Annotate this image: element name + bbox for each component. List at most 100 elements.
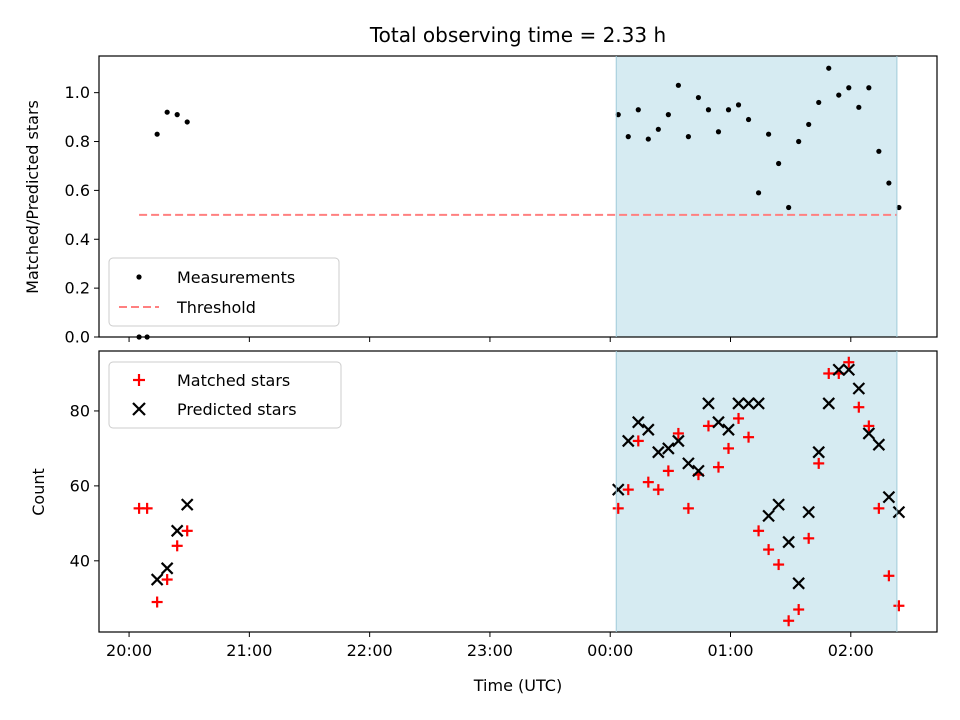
legend-predicted-label: Predicted stars — [177, 400, 297, 419]
measurement-point — [705, 107, 712, 113]
measurement-point — [745, 116, 752, 123]
x-tick-label: 22:00 — [347, 641, 393, 660]
predicted-star-marker — [611, 483, 625, 496]
measurement-point — [645, 136, 651, 142]
predicted-star-marker — [742, 397, 755, 410]
predicted-star-marker — [762, 509, 775, 523]
measurement-point — [846, 85, 852, 91]
matched-star-marker — [783, 615, 795, 627]
predicted-star-marker — [170, 524, 184, 538]
x-tick-label: 02:00 — [828, 641, 874, 660]
predicted-star-marker — [842, 363, 856, 377]
top-y-axis-label: Matched/Predicted stars — [23, 100, 42, 294]
measurement-point — [164, 109, 170, 115]
matched-star-marker — [181, 525, 193, 537]
matched-star-marker — [813, 457, 825, 469]
legend-matched-label: Matched stars — [177, 371, 290, 390]
predicted-star-marker — [652, 445, 665, 459]
measurement-points — [136, 65, 902, 340]
matched-star-marker — [823, 367, 835, 379]
matched-star-marker — [652, 484, 664, 496]
legend-measurements-label: Measurements — [177, 268, 295, 287]
y-tick-label: 1.0 — [65, 83, 90, 102]
legend-threshold-label: Threshold — [176, 298, 256, 317]
measurement-point — [856, 104, 862, 110]
matched-star-marker — [893, 600, 905, 612]
measurement-point — [615, 112, 621, 118]
predicted-star-marker — [752, 397, 765, 410]
predicted-star-marker — [812, 445, 825, 459]
bottom-y-axis-label: Count — [29, 468, 48, 516]
measurement-point — [886, 180, 892, 186]
matched-star-marker — [171, 540, 183, 552]
matched-star-marker — [873, 502, 885, 514]
measurement-point — [866, 85, 872, 91]
y-tick-label: 0.0 — [65, 328, 90, 347]
measurement-point — [755, 190, 762, 196]
bottom-legend: Matched stars Predicted stars — [108, 361, 342, 429]
x-tick-label: 20:00 — [106, 641, 152, 660]
legend-matched-marker — [133, 374, 145, 386]
predicted-star-marker — [832, 363, 846, 377]
predicted-star-marker — [852, 382, 866, 395]
matched-star-marker — [753, 525, 765, 537]
measurement-point — [836, 92, 842, 98]
measurement-point — [655, 126, 661, 132]
bottom-axes-frame — [98, 350, 938, 633]
y-tick-label: 0.8 — [65, 132, 90, 151]
measurement-point — [786, 204, 792, 211]
measurement-point — [735, 102, 742, 108]
measurement-point — [725, 107, 732, 113]
bottom-y-ticks: 40 60 80 — [70, 401, 99, 570]
matched-star-marker — [151, 596, 163, 608]
matched-star-marker — [682, 502, 694, 514]
measurement-point — [776, 160, 782, 167]
matched-star-marker — [672, 427, 684, 439]
measurement-point — [665, 112, 671, 118]
predicted-star-markers — [150, 363, 906, 590]
bottom-x-ticks: 20:00 21:00 22:00 23:00 00:00 01:00 02:00 — [106, 632, 874, 660]
x-tick-label: 00:00 — [587, 641, 633, 660]
bottom-legend-box — [108, 361, 342, 429]
matched-star-marker — [743, 431, 755, 443]
measurement-point — [154, 131, 160, 137]
matched-star-marker — [622, 484, 634, 496]
measurement-point — [826, 65, 832, 71]
matched-star-marker — [773, 559, 785, 571]
top-legend: Measurements Threshold — [108, 257, 340, 327]
bottom-shaded-region — [616, 351, 897, 632]
top-y-ticks: 0.0 0.2 0.4 0.6 0.8 1.0 — [65, 83, 99, 347]
predicted-star-marker — [150, 573, 164, 586]
matched-star-marker — [853, 401, 865, 413]
matched-star-marker — [803, 532, 815, 544]
legend-predicted-marker — [132, 402, 146, 416]
y-tick-label: 60 — [70, 476, 90, 495]
predicted-star-marker — [180, 498, 194, 511]
predicted-star-marker — [682, 457, 695, 470]
measurement-point — [174, 112, 180, 118]
x-tick-label: 21:00 — [226, 641, 272, 660]
matched-star-marker — [702, 420, 714, 432]
top-panel: 0.0 0.2 0.4 0.6 0.8 1.0 Matched/Predicted sta… — [23, 55, 938, 347]
top-legend-box — [108, 257, 340, 327]
matched-star-marker — [642, 476, 654, 488]
matched-star-marker — [843, 356, 855, 368]
top-x-ticks — [128, 337, 852, 342]
matched-star-marker — [141, 502, 153, 514]
matched-star-marker — [723, 442, 735, 454]
measurement-point — [715, 129, 722, 135]
measurement-point — [816, 99, 822, 106]
predicted-star-marker — [732, 397, 745, 410]
measurement-point — [876, 148, 882, 154]
matched-star-marker — [883, 570, 895, 582]
predicted-star-marker — [672, 434, 685, 448]
matched-star-marker — [632, 435, 644, 447]
predicted-star-marker — [712, 415, 725, 429]
y-tick-label: 80 — [70, 401, 90, 420]
predicted-star-marker — [862, 427, 876, 440]
measurement-point — [685, 134, 692, 140]
predicted-star-marker — [882, 490, 896, 504]
predicted-star-marker — [160, 562, 174, 575]
predicted-star-marker — [822, 397, 836, 410]
